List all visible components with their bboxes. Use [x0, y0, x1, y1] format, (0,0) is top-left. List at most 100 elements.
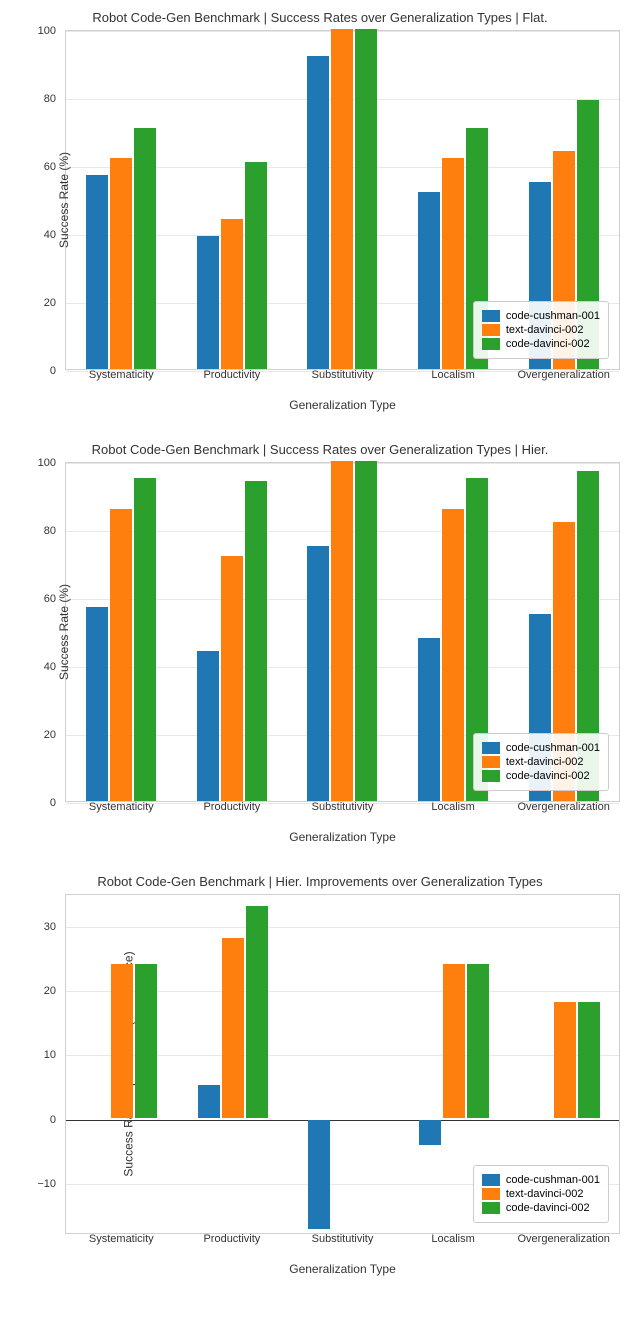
x-tick-label: Productivity: [177, 369, 288, 389]
y-tick-label: 80: [26, 525, 56, 537]
y-tick-label: 20: [26, 297, 56, 309]
y-tick-label: 60: [26, 593, 56, 605]
bar: [134, 128, 156, 369]
plot-area: 020406080100Success Rate (%)Systematicit…: [65, 462, 620, 802]
legend-swatch: [482, 770, 500, 782]
x-tick-label: Productivity: [177, 1233, 288, 1253]
x-axis-label: Generalization Type: [65, 1262, 620, 1276]
legend-swatch: [482, 1202, 500, 1214]
legend-swatch: [482, 338, 500, 350]
legend-label: text-davinci-002: [506, 324, 584, 336]
bar: [222, 938, 244, 1118]
legend-label: code-davinci-002: [506, 1202, 590, 1214]
y-axis: −100102030: [31, 895, 61, 1233]
bar: [418, 192, 440, 369]
legend-item: text-davinci-002: [482, 324, 600, 336]
bar: [308, 1120, 330, 1229]
x-tick-label: Localism: [398, 1233, 509, 1253]
x-tick-label: Localism: [398, 801, 509, 821]
legend-label: code-cushman-001: [506, 1174, 600, 1186]
y-tick-label: 0: [26, 1114, 56, 1126]
bar: [197, 651, 219, 801]
bar: [110, 509, 132, 801]
category-group: [287, 895, 398, 1233]
x-tick-label: Substitutivity: [287, 369, 398, 389]
y-tick-label: −10: [26, 1178, 56, 1190]
y-tick-label: 100: [26, 457, 56, 469]
legend-swatch: [482, 1188, 500, 1200]
x-tick-label: Substitutivity: [287, 801, 398, 821]
bar: [221, 219, 243, 369]
x-axis: SystematicityProductivitySubstitutivityL…: [66, 801, 619, 821]
legend-item: code-davinci-002: [482, 338, 600, 350]
legend: code-cushman-001 text-davinci-002 code-dav…: [473, 1165, 609, 1223]
bar: [198, 1085, 220, 1117]
category-group: [177, 895, 288, 1233]
bar: [467, 964, 489, 1118]
legend-swatch: [482, 742, 500, 754]
legend-swatch: [482, 324, 500, 336]
legend-swatch: [482, 310, 500, 322]
x-axis-label: Generalization Type: [65, 830, 620, 844]
y-tick-label: 20: [26, 729, 56, 741]
y-tick-label: 60: [26, 161, 56, 173]
legend: code-cushman-001 text-davinci-002 code-dav…: [473, 301, 609, 359]
x-tick-label: Overgeneralization: [508, 369, 619, 389]
legend: code-cushman-001 text-davinci-002 code-dav…: [473, 733, 609, 791]
bar: [245, 162, 267, 369]
bar: [442, 158, 464, 369]
bar: [307, 56, 329, 369]
legend-swatch: [482, 756, 500, 768]
plot-area: 020406080100Success Rate (%)Systematicit…: [65, 30, 620, 370]
bar: [110, 158, 132, 369]
y-tick-label: 20: [26, 985, 56, 997]
y-tick-label: 0: [26, 365, 56, 377]
legend-item: text-davinci-002: [482, 756, 600, 768]
legend-label: code-cushman-001: [506, 742, 600, 754]
x-tick-label: Systematicity: [66, 1233, 177, 1253]
chart-0: Robot Code-Gen Benchmark | Success Rates…: [10, 10, 630, 412]
x-axis: SystematicityProductivitySubstitutivityL…: [66, 1233, 619, 1253]
legend-item: code-cushman-001: [482, 1174, 600, 1186]
bar: [331, 461, 353, 801]
bar: [355, 461, 377, 801]
bar: [197, 236, 219, 369]
legend-label: text-davinci-002: [506, 1188, 584, 1200]
y-tick-label: 30: [26, 921, 56, 933]
legend-label: code-cushman-001: [506, 310, 600, 322]
bar: [443, 964, 465, 1118]
category-group: [66, 31, 177, 369]
legend-swatch: [482, 1174, 500, 1186]
bar: [331, 29, 353, 369]
category-group: [66, 895, 177, 1233]
legend-item: code-davinci-002: [482, 770, 600, 782]
x-tick-label: Localism: [398, 369, 509, 389]
bar: [86, 607, 108, 801]
y-tick-label: 10: [26, 1049, 56, 1061]
x-tick-label: Overgeneralization: [508, 801, 619, 821]
y-tick-label: 40: [26, 229, 56, 241]
chart-1: Robot Code-Gen Benchmark | Success Rates…: [10, 442, 630, 844]
legend-item: text-davinci-002: [482, 1188, 600, 1200]
bar: [554, 1002, 576, 1117]
category-group: [66, 463, 177, 801]
bar: [134, 478, 156, 801]
x-tick-label: Systematicity: [66, 369, 177, 389]
x-axis: SystematicityProductivitySubstitutivityL…: [66, 369, 619, 389]
plot-area: −100102030Success Rate Improvement (% di…: [65, 894, 620, 1234]
legend-label: code-davinci-002: [506, 338, 590, 350]
chart-title: Robot Code-Gen Benchmark | Success Rates…: [10, 10, 630, 25]
y-tick-label: 100: [26, 25, 56, 37]
chart-2: Robot Code-Gen Benchmark | Hier. Improve…: [10, 874, 630, 1276]
y-tick-label: 0: [26, 797, 56, 809]
bar: [307, 546, 329, 801]
bar: [86, 175, 108, 369]
category-group: [177, 31, 288, 369]
bar: [246, 906, 268, 1118]
chart-title: Robot Code-Gen Benchmark | Hier. Improve…: [10, 874, 630, 889]
bar: [221, 556, 243, 801]
chart-title: Robot Code-Gen Benchmark | Success Rates…: [10, 442, 630, 457]
category-group: [287, 463, 398, 801]
x-tick-label: Substitutivity: [287, 1233, 398, 1253]
x-tick-label: Productivity: [177, 801, 288, 821]
